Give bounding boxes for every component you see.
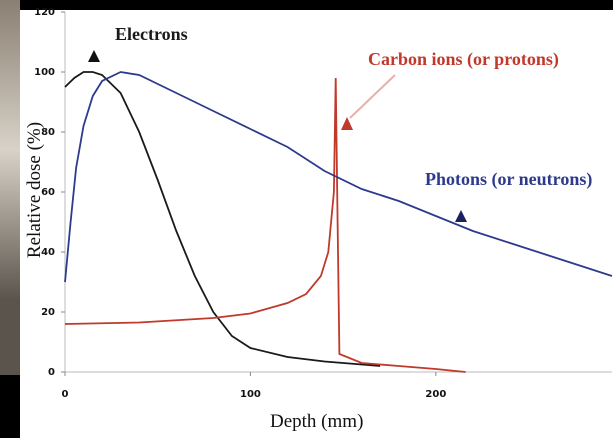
y-tick-label: 20 xyxy=(41,307,55,318)
y-tick-label: 0 xyxy=(48,367,55,378)
y-tick-label: 40 xyxy=(41,247,55,258)
x-tick-label: 0 xyxy=(62,389,69,400)
side-photo xyxy=(0,0,20,375)
arrow xyxy=(341,117,353,130)
arrow xyxy=(88,50,100,62)
arrow xyxy=(455,210,467,222)
series-line xyxy=(64,71,381,367)
top-band xyxy=(0,0,613,10)
x-tick-label: 200 xyxy=(425,389,446,400)
series-label: Photons (or neutrons) xyxy=(425,169,592,190)
side-band xyxy=(0,375,20,438)
y-tick-label: 120 xyxy=(34,7,55,18)
x-axis-title: Depth (mm) xyxy=(270,411,363,432)
series-label: Carbon ions (or protons) xyxy=(368,49,559,70)
series-line xyxy=(64,77,466,373)
y-tick-label: 100 xyxy=(34,67,55,78)
series-label: Electrons xyxy=(115,24,188,44)
y-tick-label: 80 xyxy=(41,127,55,138)
y-axis-title: Relative dose (%) xyxy=(24,122,45,258)
series-line xyxy=(64,71,613,283)
y-tick-label: 60 xyxy=(41,187,55,198)
x-tick-label: 100 xyxy=(240,389,261,400)
arrow-line xyxy=(349,74,396,119)
